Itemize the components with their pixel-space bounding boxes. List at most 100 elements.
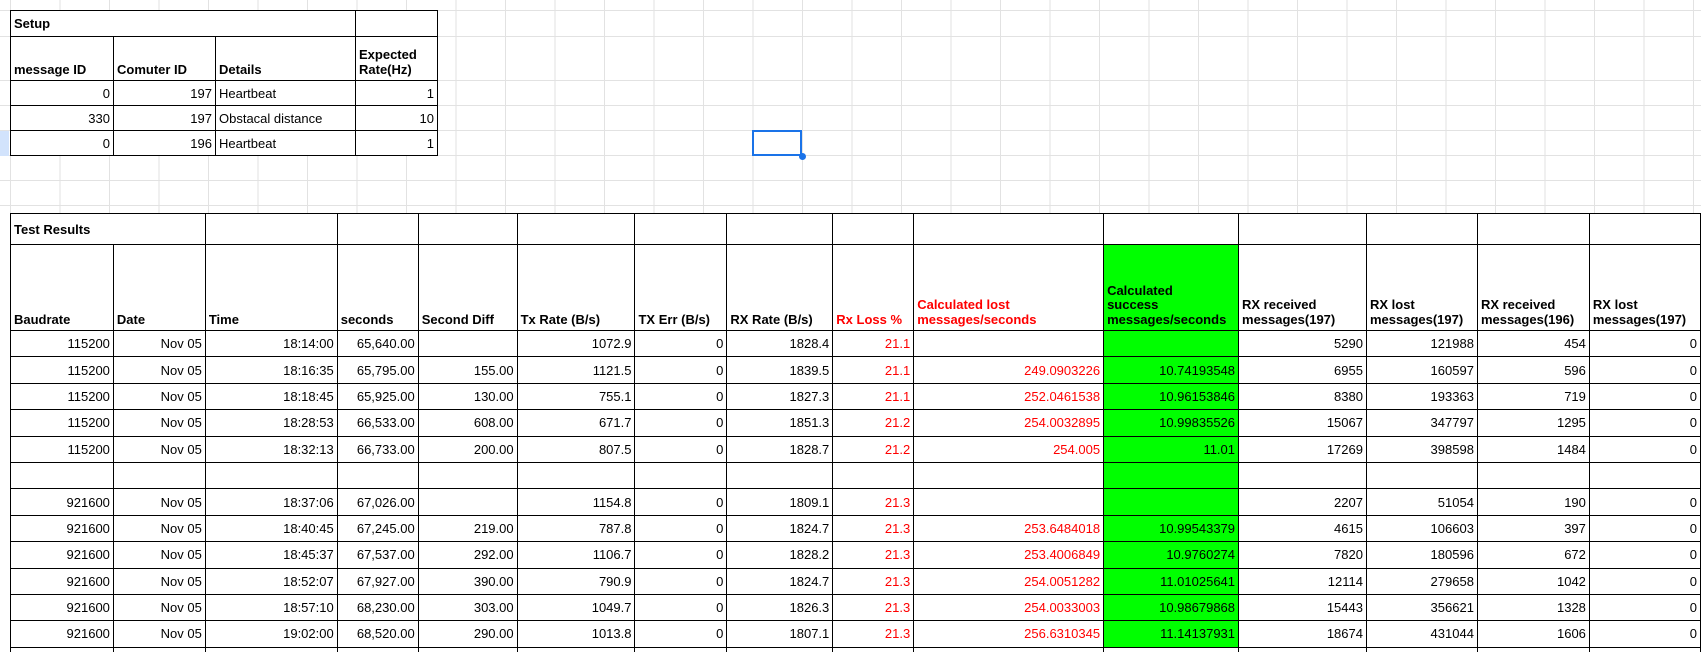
cell[interactable]: 921600 (10, 488, 114, 516)
cell[interactable]: 1484 (1476, 435, 1590, 463)
cell[interactable] (417, 488, 518, 516)
cell[interactable]: 10.9760274 (1103, 541, 1240, 569)
cell[interactable]: 0 (1588, 409, 1701, 437)
cell[interactable]: 252.0461538 (913, 382, 1105, 411)
test-header-cell[interactable]: Date (112, 244, 206, 331)
cell[interactable] (726, 213, 834, 245)
test-header-cell[interactable]: Second Diff (417, 244, 518, 331)
cell[interactable] (336, 213, 419, 245)
cell[interactable]: Nov 05 (112, 514, 206, 543)
cell[interactable] (336, 646, 419, 652)
cell[interactable]: 115200 (10, 409, 114, 437)
cell[interactable]: Nov 05 (112, 329, 206, 358)
cell[interactable]: 0 (634, 488, 728, 516)
cell[interactable]: 197 (113, 80, 216, 106)
cell[interactable]: 21.2 (832, 409, 915, 437)
cell[interactable]: 10.98679868 (1103, 593, 1240, 622)
cell[interactable]: 0 (1588, 541, 1701, 569)
cell[interactable] (112, 461, 206, 490)
cell[interactable]: 0 (1588, 356, 1701, 384)
cell[interactable] (1365, 213, 1478, 245)
cell[interactable] (417, 329, 518, 358)
cell[interactable] (1103, 213, 1240, 245)
cell[interactable]: 1 (355, 130, 438, 156)
cell[interactable]: 921600 (10, 567, 114, 595)
cell[interactable]: 65,640.00 (336, 329, 419, 358)
test-header-cell[interactable]: Tx Rate (B/s) (516, 244, 636, 331)
cell[interactable]: 1 (355, 80, 438, 106)
cell[interactable]: Obstacal distance (215, 105, 356, 131)
cell[interactable]: 1072.9 (516, 329, 636, 358)
cell[interactable] (417, 213, 518, 245)
setup-header-cell[interactable]: Details (215, 36, 356, 81)
cell[interactable]: 0 (634, 409, 728, 437)
cell[interactable]: 671.7 (516, 409, 636, 437)
cell[interactable]: 1828.2 (726, 541, 834, 569)
cell[interactable]: 197 (113, 105, 216, 131)
cell[interactable] (1103, 646, 1240, 652)
cell[interactable] (726, 646, 834, 652)
setup-title[interactable]: Setup (10, 10, 356, 37)
cell[interactable]: 10.99543379 (1103, 514, 1240, 543)
cell[interactable]: 1042 (1476, 567, 1590, 595)
cell[interactable] (832, 646, 915, 652)
cell[interactable]: 921600 (10, 593, 114, 622)
cell[interactable]: 1606 (1476, 620, 1590, 648)
cell[interactable]: 249.0903226 (913, 356, 1105, 384)
cell[interactable]: 0 (10, 130, 114, 156)
cell[interactable]: 254.0032895 (913, 409, 1105, 437)
cell[interactable] (1365, 461, 1478, 490)
cell[interactable]: 431044 (1365, 620, 1478, 648)
cell[interactable]: 21.3 (832, 514, 915, 543)
cell[interactable] (726, 461, 834, 490)
cell[interactable]: 21.3 (832, 620, 915, 648)
cell[interactable]: 290.00 (417, 620, 518, 648)
cell[interactable]: Nov 05 (112, 567, 206, 595)
cell[interactable]: 21.3 (832, 488, 915, 516)
cell[interactable]: 1828.7 (726, 435, 834, 463)
cell[interactable]: 51054 (1365, 488, 1478, 516)
cell[interactable]: Nov 05 (112, 593, 206, 622)
cell[interactable]: 21.2 (832, 435, 915, 463)
selected-cell[interactable] (752, 130, 802, 156)
test-header-cell[interactable]: TX Err (B/s) (634, 244, 728, 331)
cell[interactable]: 18:32:13 (204, 435, 338, 463)
cell[interactable]: Heartbeat (215, 130, 356, 156)
cell[interactable]: 67,245.00 (336, 514, 419, 543)
cell[interactable]: 18:16:35 (204, 356, 338, 384)
cell[interactable]: 1049.7 (516, 593, 636, 622)
cell[interactable]: 115200 (10, 435, 114, 463)
cell[interactable]: 68,520.00 (336, 620, 419, 648)
cell[interactable]: 18674 (1238, 620, 1367, 648)
cell[interactable]: Nov 05 (112, 620, 206, 648)
cell[interactable]: 12114 (1238, 567, 1367, 595)
cell[interactable]: 0 (634, 593, 728, 622)
cell[interactable] (204, 461, 338, 490)
cell[interactable] (913, 213, 1105, 245)
cell[interactable] (832, 213, 915, 245)
cell[interactable]: 18:37:06 (204, 488, 338, 516)
cell[interactable]: 254.0033003 (913, 593, 1105, 622)
cell[interactable]: 160597 (1365, 356, 1478, 384)
cell[interactable] (1238, 461, 1367, 490)
cell[interactable]: 596 (1476, 356, 1590, 384)
cell[interactable]: 18:45:37 (204, 541, 338, 569)
cell[interactable]: 1809.1 (726, 488, 834, 516)
cell[interactable] (832, 461, 915, 490)
cell[interactable]: 755.1 (516, 382, 636, 411)
cell[interactable]: 397 (1476, 514, 1590, 543)
cell[interactable]: 0 (1588, 488, 1701, 516)
cell[interactable]: 0 (1588, 620, 1701, 648)
cell[interactable]: 196 (113, 130, 216, 156)
cell[interactable]: 67,537.00 (336, 541, 419, 569)
cell[interactable]: 1851.3 (726, 409, 834, 437)
test-header-cell[interactable]: Baudrate (10, 244, 114, 331)
cell[interactable]: 719 (1476, 382, 1590, 411)
cell[interactable]: 1826.3 (726, 593, 834, 622)
test-header-cell[interactable]: Calculated success messages/seconds (1103, 244, 1240, 331)
cell[interactable] (1365, 646, 1478, 652)
cell[interactable]: Nov 05 (112, 488, 206, 516)
cell[interactable]: 454 (1476, 329, 1590, 358)
cell[interactable]: 807.5 (516, 435, 636, 463)
cell[interactable]: 115200 (10, 382, 114, 411)
